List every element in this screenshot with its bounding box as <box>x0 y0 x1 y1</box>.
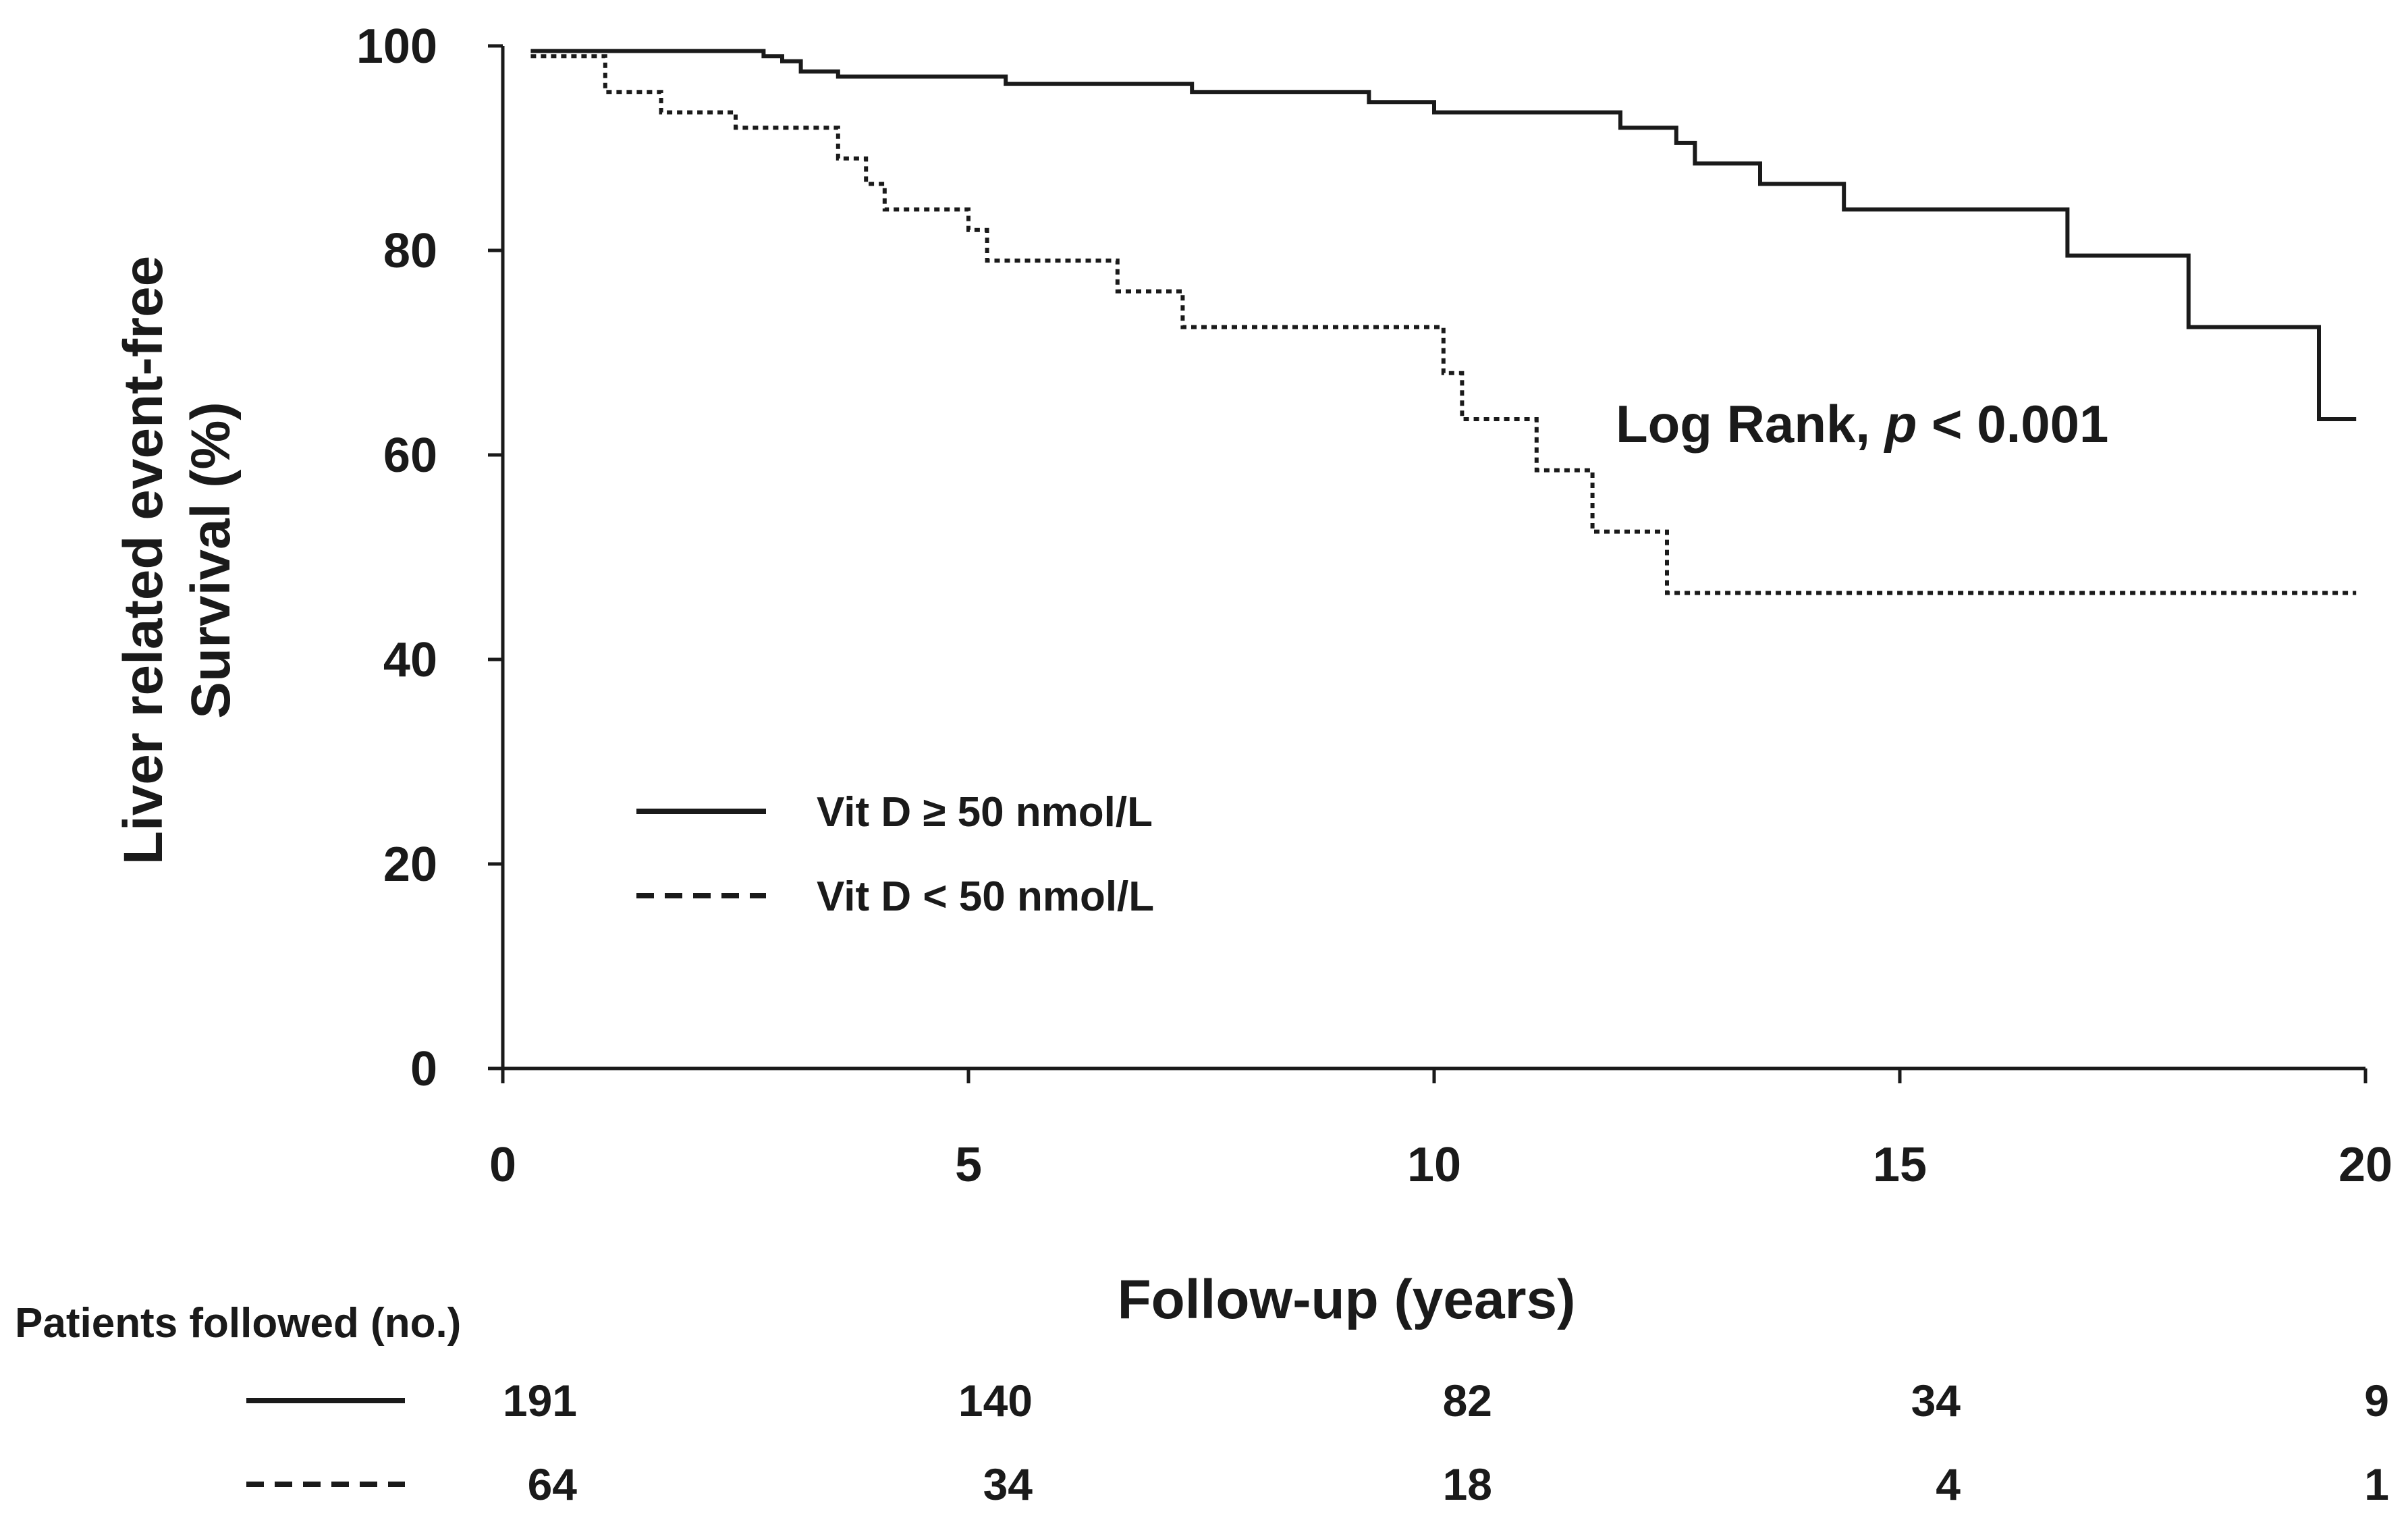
y-axis-title-line: Liver related event-free <box>113 256 174 865</box>
log-rank-prefix: Log Rank, <box>1616 394 1885 454</box>
y-tick-label: 80 <box>383 224 437 278</box>
x-tick-label: 20 <box>2338 1138 2392 1192</box>
y-tick-label: 0 <box>410 1042 437 1096</box>
x-tick-label: 0 <box>489 1138 516 1192</box>
risk-table-cell: 9 <box>2364 1376 2389 1426</box>
log-rank-suffix: < 0.001 <box>1917 394 2108 454</box>
series-line-vitd-high <box>530 49 2357 421</box>
risk-table-cell: 34 <box>983 1459 1033 1509</box>
y-axis-title-line: Survival (%) <box>180 402 242 718</box>
risk-table-cell: 82 <box>1443 1376 1492 1426</box>
axes: 0 20 40 60 80 100 0 5 10 15 20 Follow-up (years) Liv… <box>113 20 2392 1330</box>
risk-table-cell: 191 <box>503 1376 577 1426</box>
annotations: Log Rank, p < 0.001 <box>1616 394 2108 454</box>
legend-label-vitd-low: Vit D < 50 nmol/L <box>817 873 1154 920</box>
legend-label-vitd-high: Vit D ≥ 50 nmol/L <box>817 789 1153 836</box>
legend: Vit D ≥ 50 nmol/L Vit D < 50 nmol/L <box>636 789 1154 920</box>
x-tick-label: 15 <box>1873 1138 1927 1192</box>
risk-table-title: Patients followed (no.) <box>15 1300 461 1347</box>
log-rank-annotation: Log Rank, p < 0.001 <box>1616 394 2108 454</box>
y-tick-label: 60 <box>383 429 437 483</box>
risk-table-cell: 4 <box>1936 1459 1961 1509</box>
risk-table-cell: 18 <box>1443 1459 1492 1509</box>
y-tick-label: 20 <box>383 838 437 892</box>
series-line-vitd-low <box>530 54 2357 595</box>
x-tick-label: 5 <box>955 1138 982 1192</box>
risk-table-cell: 1 <box>2364 1459 2389 1509</box>
x-axis-title: Follow-up (years) <box>1118 1269 1576 1330</box>
y-tick-label: 40 <box>383 633 437 687</box>
risk-table-cell: 64 <box>528 1459 578 1509</box>
y-axis-title: Liver related event-free Survival (%) <box>113 256 242 865</box>
series-lines <box>530 49 2357 595</box>
risk-table-cell: 34 <box>1911 1376 1961 1426</box>
x-tick-label: 10 <box>1407 1138 1461 1192</box>
log-rank-p-symbol: p <box>1884 394 1917 454</box>
risk-table-cell: 140 <box>958 1376 1033 1426</box>
y-tick-label: 100 <box>356 20 437 74</box>
risk-table: Patients followed (no.) 191 140 82 34 9 64 34 18… <box>15 1300 2389 1509</box>
